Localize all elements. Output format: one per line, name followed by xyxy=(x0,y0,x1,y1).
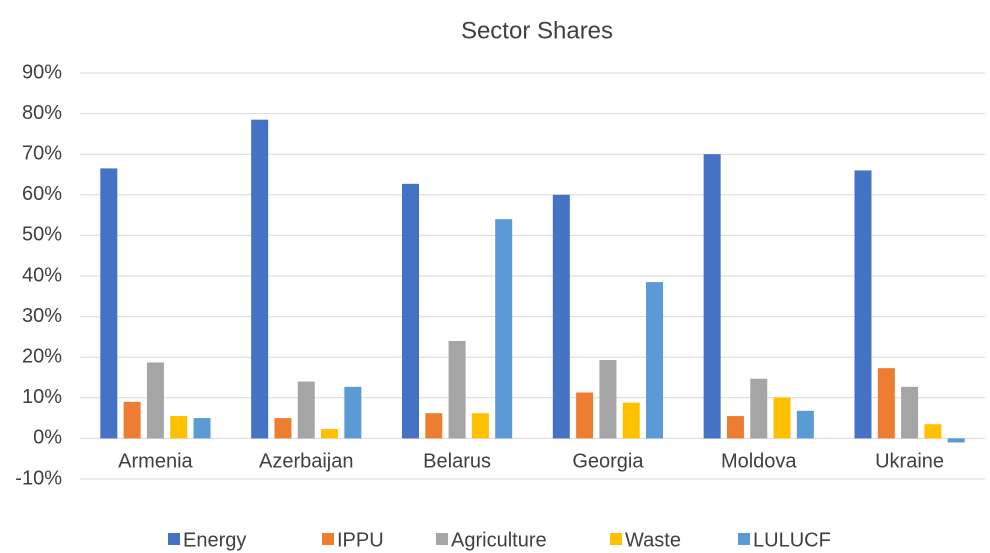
bar xyxy=(854,170,872,439)
x-tick-label: Belarus xyxy=(423,451,491,473)
bar xyxy=(471,413,489,439)
x-tick-label: Ukraine xyxy=(875,451,944,473)
bar xyxy=(726,416,744,439)
y-tick-label: 40% xyxy=(22,264,62,286)
y-tick-label: 70% xyxy=(22,142,62,164)
bar xyxy=(576,392,594,439)
bar xyxy=(877,368,895,439)
bar xyxy=(448,340,466,439)
y-tick-label: 60% xyxy=(22,183,62,205)
legend-label: IPPU xyxy=(337,529,384,551)
y-tick-label: 30% xyxy=(22,305,62,327)
x-tick-label: Azerbaijan xyxy=(259,451,354,473)
bar xyxy=(552,194,570,439)
legend-label: Agriculture xyxy=(451,529,547,551)
bar xyxy=(425,413,443,439)
bar xyxy=(924,424,942,439)
y-tick-label: 80% xyxy=(22,102,62,124)
bar xyxy=(344,386,362,439)
y-tick-label: -10% xyxy=(15,467,62,489)
legend-swatch xyxy=(738,533,750,545)
bar xyxy=(599,360,617,439)
bar xyxy=(622,402,640,439)
legend-label: LULUCF xyxy=(753,529,831,551)
bar xyxy=(646,282,664,439)
bar xyxy=(170,416,188,439)
bar xyxy=(703,154,721,439)
legend-swatch xyxy=(610,533,622,545)
bar xyxy=(796,410,814,439)
y-tick-label: 50% xyxy=(22,224,62,246)
bar xyxy=(901,386,919,439)
bar xyxy=(321,429,339,439)
bar xyxy=(100,168,118,439)
x-tick-label: Moldova xyxy=(721,451,797,473)
legend-swatch xyxy=(322,533,334,545)
legend-label: Waste xyxy=(625,529,681,551)
bar xyxy=(193,418,211,439)
x-tick-label: Georgia xyxy=(572,451,644,473)
bar xyxy=(146,362,164,439)
bar xyxy=(297,381,315,439)
bar xyxy=(274,418,292,439)
y-tick-label: 90% xyxy=(22,61,62,83)
legend-swatch xyxy=(168,533,180,545)
bar xyxy=(123,401,141,439)
bar xyxy=(401,183,419,439)
y-tick-label: 0% xyxy=(33,427,62,449)
legend-swatch xyxy=(436,533,448,545)
bar xyxy=(750,378,768,439)
x-tick-label: Armenia xyxy=(118,451,193,473)
bar xyxy=(495,219,513,439)
bar xyxy=(773,397,791,439)
bar xyxy=(251,119,269,439)
bar xyxy=(947,438,965,443)
chart-title: Sector Shares xyxy=(461,17,613,44)
legend-label: Energy xyxy=(183,529,246,551)
y-tick-label: 20% xyxy=(22,345,62,367)
y-tick-label: 10% xyxy=(22,386,62,408)
